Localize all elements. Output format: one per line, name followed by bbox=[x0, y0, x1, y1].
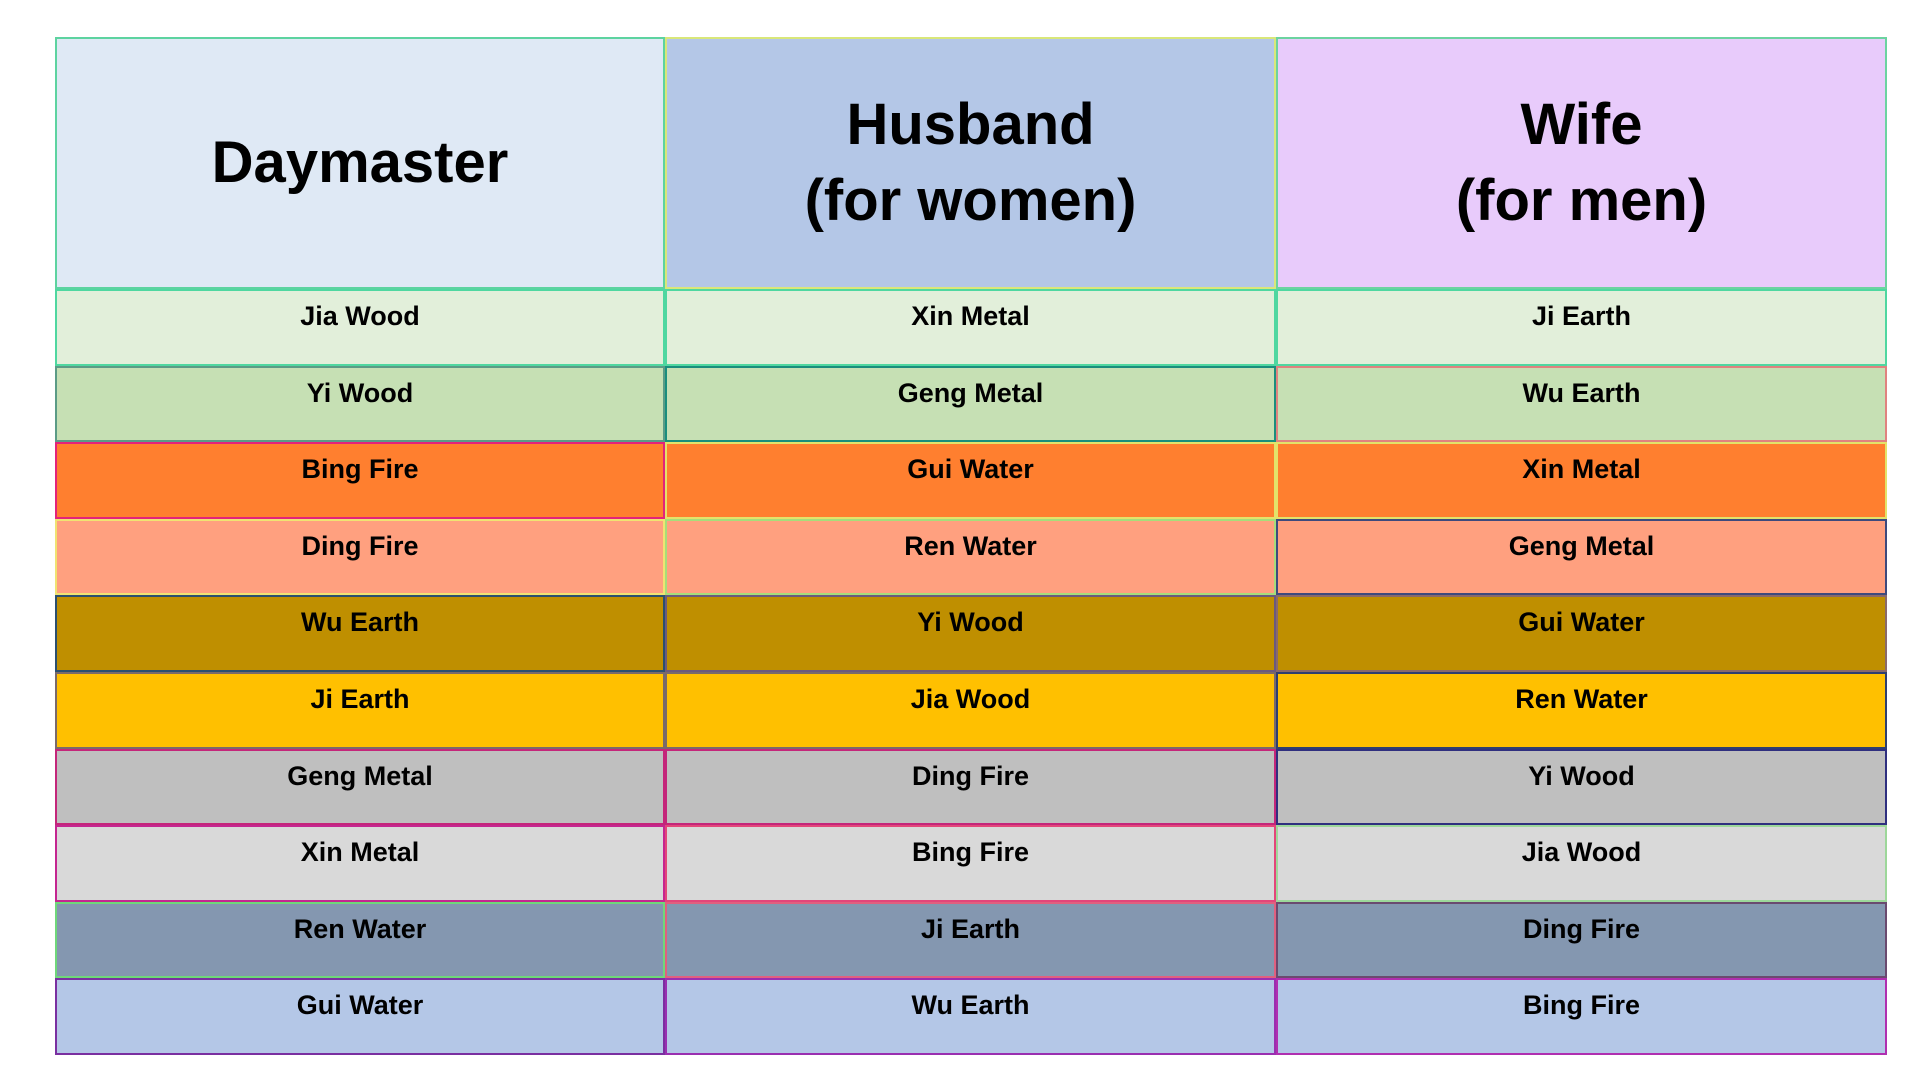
table-cell: Jia Wood bbox=[665, 671, 1276, 749]
table-cell: Wu Earth bbox=[1276, 365, 1887, 443]
table-cell: Gui Water bbox=[55, 978, 665, 1055]
table-cell: Ji Earth bbox=[665, 901, 1276, 979]
table-cell: Ding Fire bbox=[55, 518, 665, 596]
table-cell: Yi Wood bbox=[55, 365, 665, 443]
table-cell: Bing Fire bbox=[665, 825, 1276, 902]
table-cell: Bing Fire bbox=[1276, 978, 1887, 1055]
table-cell: Geng Metal bbox=[55, 748, 665, 826]
table-cell: Xin Metal bbox=[55, 825, 665, 902]
table-cell: Xin Metal bbox=[665, 289, 1276, 366]
table-cell: Yi Wood bbox=[1276, 748, 1887, 826]
table-cell: Ren Water bbox=[665, 518, 1276, 596]
header-text: Wife bbox=[1520, 92, 1643, 157]
table-cell: Geng Metal bbox=[1276, 518, 1887, 596]
table-cell: Ren Water bbox=[1276, 671, 1887, 749]
header-text: (for men) bbox=[1455, 168, 1708, 233]
header-cell-2: Wife (for men) bbox=[1276, 37, 1887, 289]
header-text: Daymaster bbox=[211, 130, 509, 195]
table-cell: Gui Water bbox=[1276, 595, 1887, 672]
table-cell: Geng Metal bbox=[665, 365, 1276, 443]
table-cell: Jia Wood bbox=[55, 289, 665, 366]
header-cell-1: Husband (for women) bbox=[665, 37, 1276, 289]
header-cell-0: Daymaster bbox=[55, 37, 665, 289]
table-cell: Gui Water bbox=[665, 442, 1276, 519]
header-text: (for women) bbox=[804, 168, 1137, 233]
table-cell: Ji Earth bbox=[55, 671, 665, 749]
table-cell: Wu Earth bbox=[665, 978, 1276, 1055]
table-cell: Ding Fire bbox=[665, 748, 1276, 826]
table-cell: Jia Wood bbox=[1276, 825, 1887, 902]
header-text: Husband bbox=[846, 92, 1095, 157]
table-cell: Ren Water bbox=[55, 901, 665, 979]
table-cell: Yi Wood bbox=[665, 595, 1276, 672]
table-cell: Ji Earth bbox=[1276, 289, 1887, 366]
table-cell: Xin Metal bbox=[1276, 442, 1887, 519]
table-cell: Bing Fire bbox=[55, 442, 665, 519]
pairing-table: Daymaster Husband (for women) Wife (for men)… bbox=[55, 37, 1887, 1055]
table-cell: Ding Fire bbox=[1276, 901, 1887, 979]
table-cell: Wu Earth bbox=[55, 595, 665, 672]
